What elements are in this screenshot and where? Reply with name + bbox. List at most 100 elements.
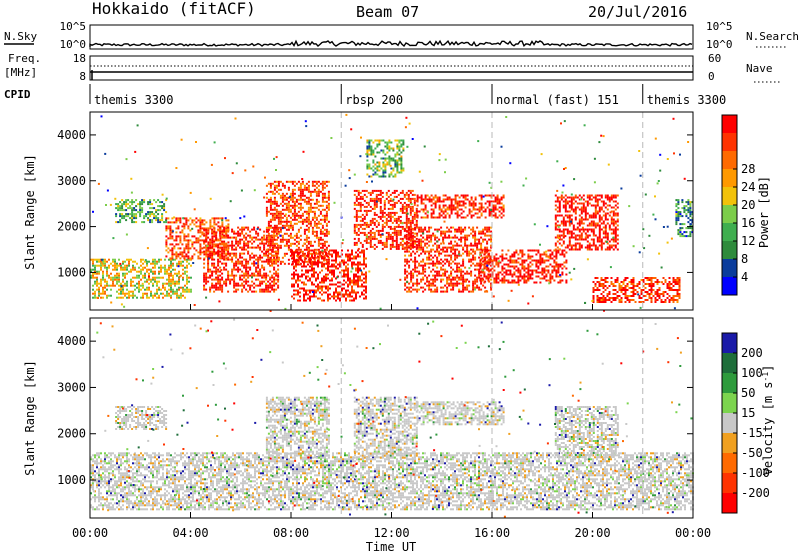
- echo-cell: [408, 266, 411, 269]
- echo-cell: [211, 230, 214, 233]
- echo-cell: [213, 270, 216, 273]
- echo-cell: [424, 274, 427, 277]
- echo-cell: [480, 282, 483, 285]
- echo-cell: [488, 212, 491, 215]
- echo-cell: [511, 259, 514, 262]
- echo-cell: [474, 232, 477, 235]
- echo-cell: [321, 244, 324, 247]
- echo-cell: [273, 268, 276, 271]
- echo-cell: [275, 272, 278, 275]
- echo-cell: [513, 259, 516, 262]
- echo-cell: [361, 251, 363, 254]
- echo-cell: [279, 188, 282, 191]
- echo-cell: [379, 241, 382, 244]
- echo-cell: [422, 276, 425, 279]
- echo-cell: [378, 143, 381, 146]
- echo-cell: [460, 264, 463, 267]
- echo-cell: [355, 217, 358, 220]
- echo-cell: [243, 276, 246, 279]
- echo-cell: [376, 161, 379, 164]
- echo-cell: [555, 261, 558, 264]
- echo-cell: [405, 209, 408, 212]
- echo-cell: [386, 143, 389, 146]
- echo-cell: [472, 250, 475, 253]
- echo-cell: [132, 296, 134, 299]
- echo-cell: [241, 282, 244, 285]
- echo-cell: [106, 296, 108, 299]
- echo-cell: [169, 231, 172, 234]
- echo-cell: [269, 244, 272, 247]
- echo-cell: [257, 274, 260, 277]
- echo-cell: [289, 204, 292, 207]
- echo-cell: [305, 182, 308, 185]
- echo-cell: [480, 246, 483, 249]
- echo-cell: [211, 262, 214, 265]
- echo-cell: [450, 256, 453, 259]
- echo-cell: [311, 226, 314, 229]
- echo-cell: [551, 269, 554, 272]
- echo-cell: [380, 167, 383, 170]
- echo-cell: [243, 272, 246, 275]
- echo-cell: [221, 221, 224, 224]
- echo-cell: [231, 252, 234, 255]
- echo-cell: [249, 230, 252, 233]
- echo-cell: [553, 279, 556, 282]
- echo-cell: [416, 200, 419, 203]
- echo-cell: [363, 281, 365, 284]
- echo-cell: [327, 261, 329, 264]
- echo-cell: [430, 212, 433, 215]
- echo-cell: [347, 279, 349, 282]
- echo-cell: [376, 173, 379, 176]
- echo-cell: [293, 273, 295, 276]
- echo-cell: [363, 263, 365, 266]
- nave-tick-max: 60: [708, 52, 721, 65]
- echo-cell: [373, 217, 376, 220]
- echo-cell: [182, 286, 184, 289]
- echo-cell: [263, 234, 266, 237]
- echo-cell: [146, 286, 148, 289]
- echo-cell: [513, 281, 516, 284]
- echo-cell: [357, 189, 360, 192]
- echo-cell: [428, 228, 431, 231]
- echo-cell: [462, 210, 465, 213]
- echo-cell: [279, 238, 282, 241]
- echo-cell: [462, 252, 465, 255]
- echo-cell: [142, 286, 144, 289]
- echo-cell: [275, 278, 278, 281]
- echo-cell: [277, 214, 280, 217]
- echo-cell: [357, 237, 360, 240]
- echo-cell: [395, 231, 398, 234]
- echo-cell: [454, 278, 457, 281]
- echo-cell: [168, 258, 170, 261]
- echo-cell: [466, 272, 469, 275]
- echo-cell: [315, 289, 317, 292]
- echo-cell: [269, 212, 272, 215]
- echo-cell: [416, 288, 419, 291]
- echo-cell: [422, 246, 425, 249]
- echo-cell: [422, 290, 425, 293]
- echo-cell: [118, 276, 120, 279]
- echo-cell: [456, 230, 459, 233]
- echo-cell: [279, 202, 282, 205]
- echo-cell: [309, 291, 311, 294]
- echo-cell: [102, 278, 104, 281]
- echo-cell: [401, 237, 404, 240]
- echo-cell: [545, 279, 548, 282]
- echo-cell: [543, 253, 546, 256]
- echo-cell: [213, 232, 216, 235]
- echo-cell: [557, 269, 560, 272]
- echo-cell: [409, 211, 412, 214]
- echo-cell: [368, 175, 371, 178]
- echo-cell: [563, 265, 566, 268]
- echo-cell: [371, 227, 374, 230]
- echo-cell: [456, 204, 459, 207]
- echo-cell: [138, 276, 140, 279]
- echo-cell: [389, 225, 392, 228]
- echo-cell: [474, 282, 477, 285]
- echo-cell: [125, 199, 128, 202]
- echo-cell: [239, 238, 242, 241]
- echo-cell: [462, 264, 465, 267]
- echo-cell: [472, 202, 475, 205]
- echo-cell: [133, 215, 136, 218]
- echo-cell: [269, 218, 272, 221]
